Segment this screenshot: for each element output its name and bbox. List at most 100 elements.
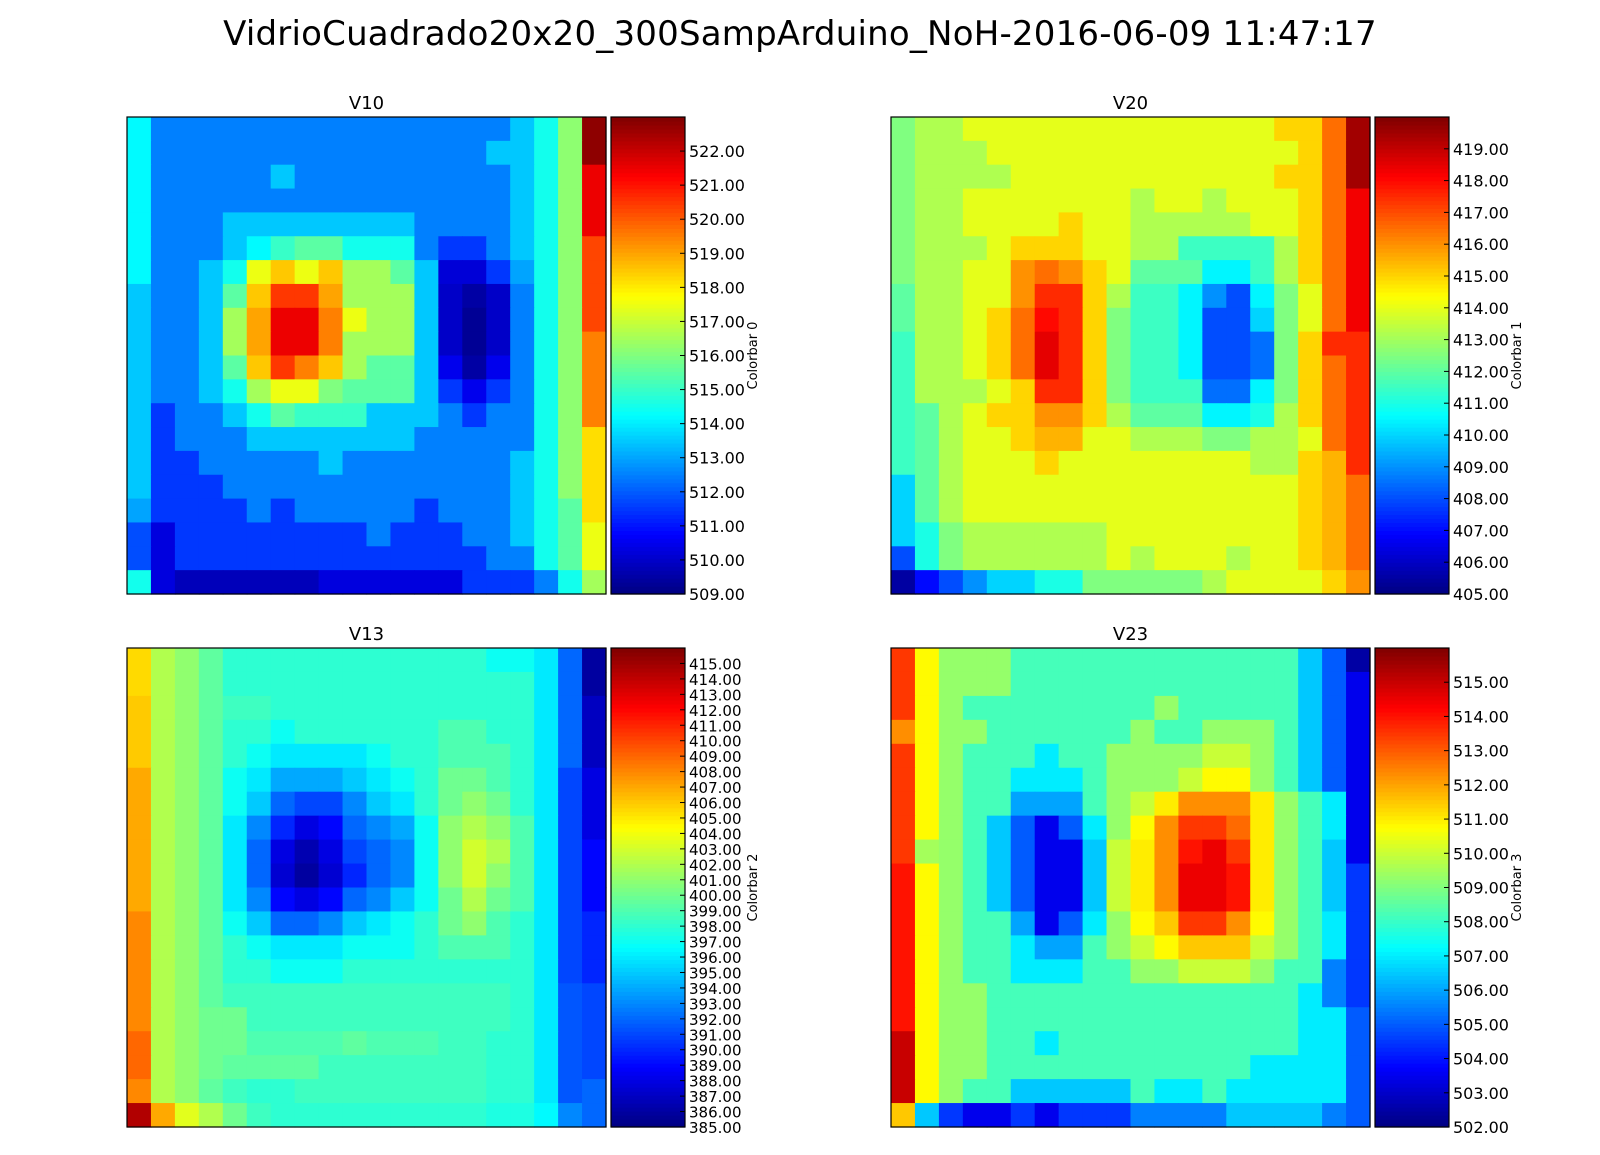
colorbar-segment — [611, 867, 685, 873]
heatmap-cell — [582, 379, 607, 404]
colorbar-tick-label: 409.00 — [689, 748, 742, 766]
heatmap-cell — [1202, 648, 1227, 673]
heatmap-cell — [582, 983, 607, 1008]
heatmap-cell — [127, 164, 152, 190]
heatmap-cell — [1346, 1007, 1371, 1032]
colorbar-segment — [611, 156, 685, 162]
heatmap-cell — [414, 188, 439, 213]
colorbar-segment — [611, 303, 685, 309]
colorbar-tick-label: 407.00 — [689, 779, 742, 797]
colorbar-segment — [1375, 875, 1449, 881]
heatmap-cell — [366, 719, 392, 745]
colorbar-segment — [611, 1023, 685, 1028]
colorbar-segment — [611, 526, 685, 531]
heatmap-cell — [914, 671, 940, 697]
colorbar-segment — [611, 272, 685, 277]
colorbar-tick-label: 514.00 — [1453, 707, 1509, 726]
heatmap-cell — [534, 671, 559, 697]
heatmap-cell — [1274, 887, 1299, 913]
heatmap-cell — [246, 212, 272, 237]
heatmap-cell — [1178, 570, 1203, 595]
heatmap-frame — [126, 647, 607, 1128]
colorbar-segment — [611, 514, 685, 520]
heatmap-cell — [294, 260, 320, 285]
colorbar-segment — [1375, 279, 1449, 285]
heatmap-cell — [914, 863, 940, 889]
heatmap-cell — [150, 212, 176, 237]
heatmap-cell — [462, 863, 487, 889]
heatmap-cell — [294, 1055, 320, 1080]
heatmap-cell — [1274, 331, 1299, 357]
heatmap-cell — [246, 570, 272, 595]
colorbar-segment — [611, 327, 685, 333]
colorbar-segment — [1375, 715, 1449, 721]
heatmap-cell — [150, 911, 176, 936]
colorbar-segment — [611, 200, 685, 206]
colorbar-tick-label: 408.00 — [689, 764, 742, 782]
colorbar-segment — [1375, 152, 1449, 158]
heatmap-cell — [1130, 546, 1156, 571]
colorbar-segment — [611, 851, 685, 857]
heatmap-cell — [938, 839, 964, 865]
colorbar-tick-label: 510.00 — [689, 551, 745, 570]
heatmap-cell — [318, 236, 344, 261]
heatmap-cell — [150, 570, 176, 595]
heatmap-cell — [1346, 331, 1371, 357]
heatmap-cell — [510, 427, 535, 452]
heatmap-cell — [1154, 1007, 1179, 1032]
colorbar-segment — [1375, 727, 1449, 733]
heatmap-cell — [127, 743, 152, 769]
heatmap-cell — [534, 140, 559, 166]
colorbar-segment — [611, 530, 685, 535]
heatmap-cell — [914, 911, 940, 936]
colorbar-segment — [611, 283, 685, 289]
heatmap-cell — [1274, 1055, 1299, 1080]
heatmap-cell — [1178, 117, 1203, 142]
heatmap-cell — [366, 1007, 392, 1032]
heatmap-cell — [986, 403, 1012, 428]
heatmap-cell — [1058, 403, 1084, 428]
colorbar-segment — [1375, 359, 1449, 365]
colorbar-segment — [1375, 987, 1449, 992]
heatmap-cell — [938, 236, 964, 261]
colorbar-segment — [1375, 703, 1449, 709]
heatmap-cell — [294, 117, 320, 142]
heatmap-cell — [390, 236, 415, 261]
heatmap-cell — [1178, 839, 1203, 865]
heatmap-cell — [534, 815, 559, 841]
heatmap-cell — [462, 450, 487, 476]
colorbar-segment — [1375, 743, 1449, 749]
heatmap-cell — [1034, 863, 1060, 889]
heatmap-cell — [582, 403, 607, 428]
colorbar-segment — [611, 534, 685, 539]
heatmap-cell — [486, 648, 511, 673]
heatmap-cell — [198, 695, 224, 721]
heatmap-cell — [986, 283, 1012, 309]
heatmap-cell — [510, 498, 535, 524]
heatmap-cell — [318, 1103, 344, 1128]
colorbar-segment — [1375, 180, 1449, 186]
colorbar-segment — [611, 679, 685, 685]
heatmap-cell — [462, 767, 487, 793]
colorbar-segment — [611, 287, 685, 293]
panel-v13: V13385.00386.00387.00388.00389.00390.003… — [126, 624, 761, 1137]
heatmap-cell — [1106, 935, 1132, 960]
heatmap-cell — [582, 117, 607, 142]
heatmap-cell — [127, 839, 152, 865]
colorbar-segment — [1375, 578, 1449, 583]
colorbar-segment — [611, 335, 685, 341]
heatmap-cell — [1010, 140, 1036, 166]
heatmap-cell — [1226, 498, 1251, 524]
colorbar-segment — [611, 947, 685, 952]
heatmap-cell — [462, 117, 487, 142]
colorbar-segment — [1375, 208, 1449, 214]
heatmap-cell — [914, 522, 940, 547]
heatmap-cell — [1178, 379, 1203, 404]
colorbar-segment — [1375, 823, 1449, 829]
heatmap-cell — [938, 331, 964, 357]
heatmap-cell — [891, 935, 916, 960]
heatmap-cell — [914, 1079, 940, 1104]
colorbar-segment — [611, 450, 685, 456]
heatmap-cell — [534, 117, 559, 142]
heatmap-cell — [938, 648, 964, 673]
